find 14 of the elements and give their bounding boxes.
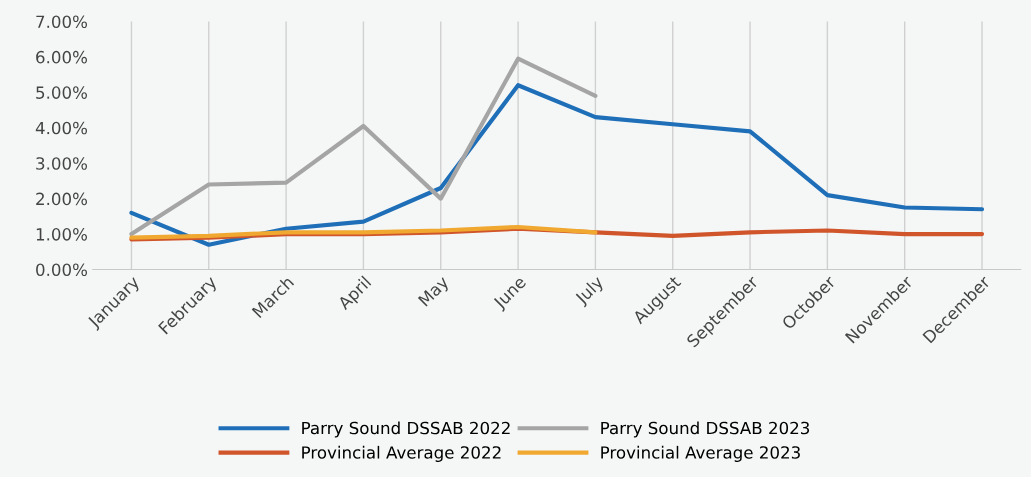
y-tick-label: 6.00% [36,50,88,64]
y-tick-label: 3.00% [36,157,88,170]
legend-label: Parry Sound DSSAB 2023 [601,421,810,438]
y-tick-label: 0.00% [36,263,88,277]
y-tick-label: 5.00% [36,86,88,99]
line-series [129,56,598,237]
y-tick-label: 1.00% [36,228,88,241]
y-tick-label: 7.00% [36,15,88,29]
y-tick-label: 2.00% [36,192,88,206]
y-tick-label: 4.00% [35,121,88,135]
legend-label: Provincial Average 2023 [601,445,800,462]
legend-label: Provincial Average 2022 [302,445,501,462]
legend-label: Parry Sound DSSAB 2022 [302,421,510,438]
line-series [129,224,598,240]
